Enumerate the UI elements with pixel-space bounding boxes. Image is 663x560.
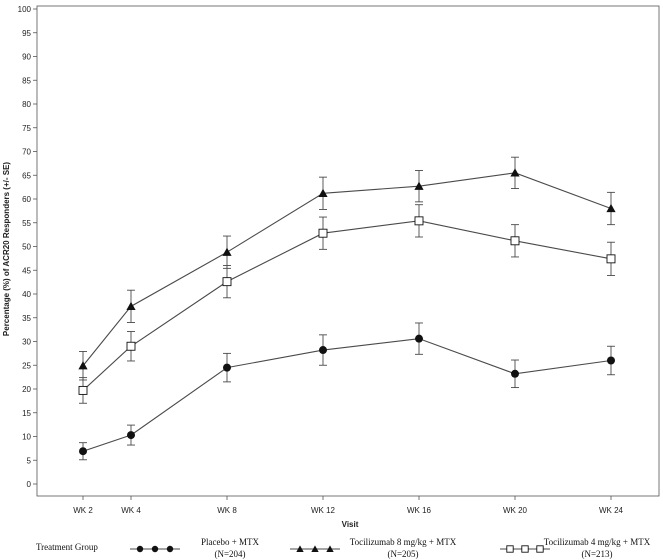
series-line	[82, 172, 612, 367]
series-2	[78, 156, 616, 381]
data-point	[78, 361, 88, 370]
y-tick-label: 35	[22, 314, 31, 323]
legend-marker	[521, 545, 529, 553]
data-point	[510, 168, 520, 177]
legend-label-n: (N=205)	[387, 549, 418, 559]
y-tick-label: 20	[22, 385, 31, 394]
data-point	[222, 247, 232, 256]
legend-item-3: Tocilizumab 4 mg/kg + MTX (N=213)	[500, 537, 651, 559]
data-point	[127, 431, 135, 440]
y-tick-label: 25	[22, 361, 31, 370]
y-tick-label: 10	[22, 433, 31, 442]
x-tick-label: WK 20	[503, 506, 528, 515]
x-axis-ticks: WK 2 WK 4 WK 8 WK 12 WK 16 WK 20 WK 24	[73, 496, 624, 515]
x-axis-title: Visit	[342, 520, 359, 529]
series-line	[82, 220, 612, 391]
y-tick-label: 75	[22, 124, 31, 133]
y-tick-label: 5	[27, 456, 32, 465]
x-tick-label: WK 2	[73, 506, 93, 515]
data-point	[510, 236, 520, 246]
data-point	[415, 334, 423, 343]
y-tick-label: 70	[22, 148, 31, 157]
legend-marker	[151, 545, 159, 553]
legend: Treatment Group Placebo + MTX (N=204) Toci…	[36, 537, 651, 559]
y-tick-label: 55	[22, 219, 31, 228]
data-point	[606, 203, 616, 213]
series-line	[82, 338, 612, 452]
data-point	[126, 301, 136, 311]
legend-label: Placebo + MTX	[201, 537, 260, 547]
y-axis-ticks: 0 5 10 15 20 25 30 35 40 45 50 55 60 65 70 75 80 85 90 95 10…	[18, 5, 37, 489]
data-point	[79, 447, 87, 456]
legend-marker	[506, 545, 514, 553]
legend-marker	[136, 545, 144, 553]
y-tick-label: 60	[22, 195, 31, 204]
series-3	[78, 204, 616, 404]
legend-label-n: (N=213)	[581, 549, 612, 559]
x-tick-label: WK 12	[311, 506, 336, 515]
y-tick-label: 65	[22, 171, 31, 180]
series-1	[79, 322, 615, 461]
legend-marker	[536, 545, 544, 553]
legend-item-2: Tocilizumab 8 mg/kg + MTX (N=205)	[290, 537, 457, 559]
legend-marker	[166, 545, 174, 553]
y-tick-label: 15	[22, 409, 31, 418]
data-point	[606, 254, 616, 264]
data-point	[318, 228, 328, 238]
data-point	[126, 341, 136, 351]
x-tick-label: WK 16	[407, 506, 432, 515]
legend-title: Treatment Group	[36, 542, 98, 552]
data-point	[607, 356, 615, 365]
y-tick-label: 30	[22, 338, 31, 347]
data-point	[222, 277, 232, 287]
data-point	[414, 181, 424, 190]
legend-marker	[296, 545, 304, 552]
y-tick-label: 95	[22, 29, 31, 38]
series-layer	[78, 156, 616, 461]
y-tick-label: 80	[22, 100, 31, 109]
data-point	[511, 369, 519, 378]
data-point	[414, 216, 424, 226]
legend-label: Tocilizumab 4 mg/kg + MTX	[544, 537, 651, 547]
data-point	[318, 188, 328, 197]
data-point	[78, 385, 88, 395]
x-tick-label: WK 4	[121, 506, 141, 515]
y-tick-label: 85	[22, 76, 31, 85]
legend-marker	[326, 545, 334, 552]
y-tick-label: 90	[22, 53, 31, 62]
legend-label-n: (N=204)	[214, 549, 245, 559]
y-tick-label: 45	[22, 266, 31, 275]
x-tick-label: WK 24	[599, 506, 624, 515]
legend-item-1: Placebo + MTX (N=204)	[130, 537, 260, 559]
plot-frame	[36, 5, 660, 497]
y-tick-label: 40	[22, 290, 31, 299]
legend-marker	[311, 545, 319, 552]
axes	[36, 5, 660, 497]
data-point	[319, 346, 327, 355]
y-tick-label: 0	[27, 480, 32, 489]
data-point	[223, 363, 231, 372]
y-axis-title: Percentage (%) of ACR20 Responders (+/- …	[2, 162, 11, 337]
legend-label: Tocilizumab 8 mg/kg + MTX	[350, 537, 457, 547]
y-tick-label: 100	[18, 5, 32, 14]
x-tick-label: WK 8	[217, 506, 237, 515]
y-tick-label: 50	[22, 243, 31, 252]
